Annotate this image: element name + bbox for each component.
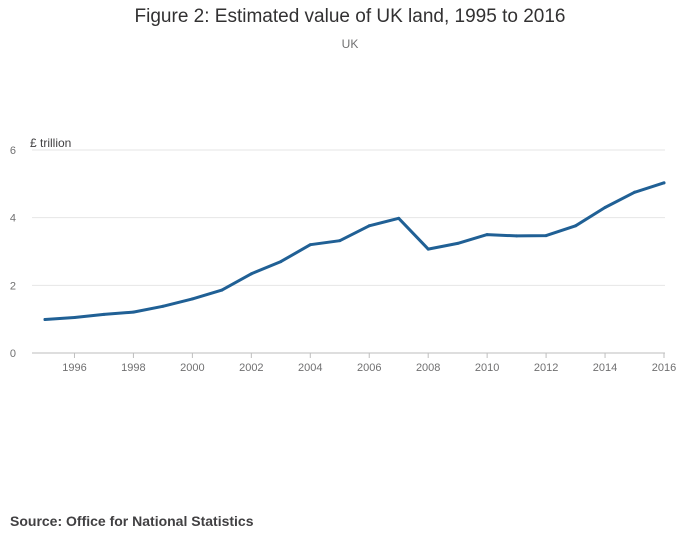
data-point-2006 [367,224,371,228]
x-tick-label: 2012 [534,362,558,374]
data-point-2004 [308,243,312,247]
data-point-2015 [633,190,637,194]
data-point-2010 [485,233,489,237]
data-point-2008 [426,247,430,251]
chart-subtitle: UK [341,37,359,51]
y-axis-ticks: 0 2 4 6 [10,145,16,360]
y-tick-label: 6 [10,145,16,157]
x-axis: 1996 1998 2000 2002 2004 2006 2008 2010 2012 2014… [62,353,676,374]
data-point-2007 [397,216,401,220]
x-tick-label: 2014 [593,362,617,374]
x-tick-label: 2004 [298,362,322,374]
source-note: Source: Office for National Statistics [10,513,254,529]
y-tick-label: 0 [10,348,16,360]
data-point-2009 [456,241,460,245]
series-line-0 [43,181,666,321]
data-point-2014 [603,206,607,210]
x-tick-label: 2016 [652,362,676,374]
data-point-1999 [161,304,165,308]
chart-title: Figure 2: Estimated value of UK land, 19… [134,6,566,27]
series-group [43,181,666,322]
data-point-1997 [102,312,106,316]
data-point-2005 [338,239,342,243]
data-point-1996 [72,315,76,319]
x-tick-label: 1996 [62,362,86,374]
x-tick-label: 2002 [239,362,263,374]
data-point-2012 [544,234,548,238]
y-tick-label: 4 [10,213,16,225]
data-point-2003 [279,260,283,264]
data-point-2000 [190,297,194,301]
data-point-2001 [220,288,224,292]
x-tick-label: 2000 [180,362,204,374]
grid-lines [32,149,665,354]
y-tick-label: 2 [10,280,16,292]
x-tick-label: 2010 [475,362,499,374]
data-point-1998 [131,310,135,314]
data-point-2011 [515,234,519,238]
x-tick-label: 2006 [357,362,381,374]
data-point-2013 [574,224,578,228]
y-axis-label: £ trillion [30,136,72,150]
data-point-2002 [249,272,253,276]
data-point-1995 [43,318,47,322]
x-tick-label: 1998 [121,362,145,374]
x-tick-label: 2008 [416,362,440,374]
data-point-2016 [662,181,666,185]
